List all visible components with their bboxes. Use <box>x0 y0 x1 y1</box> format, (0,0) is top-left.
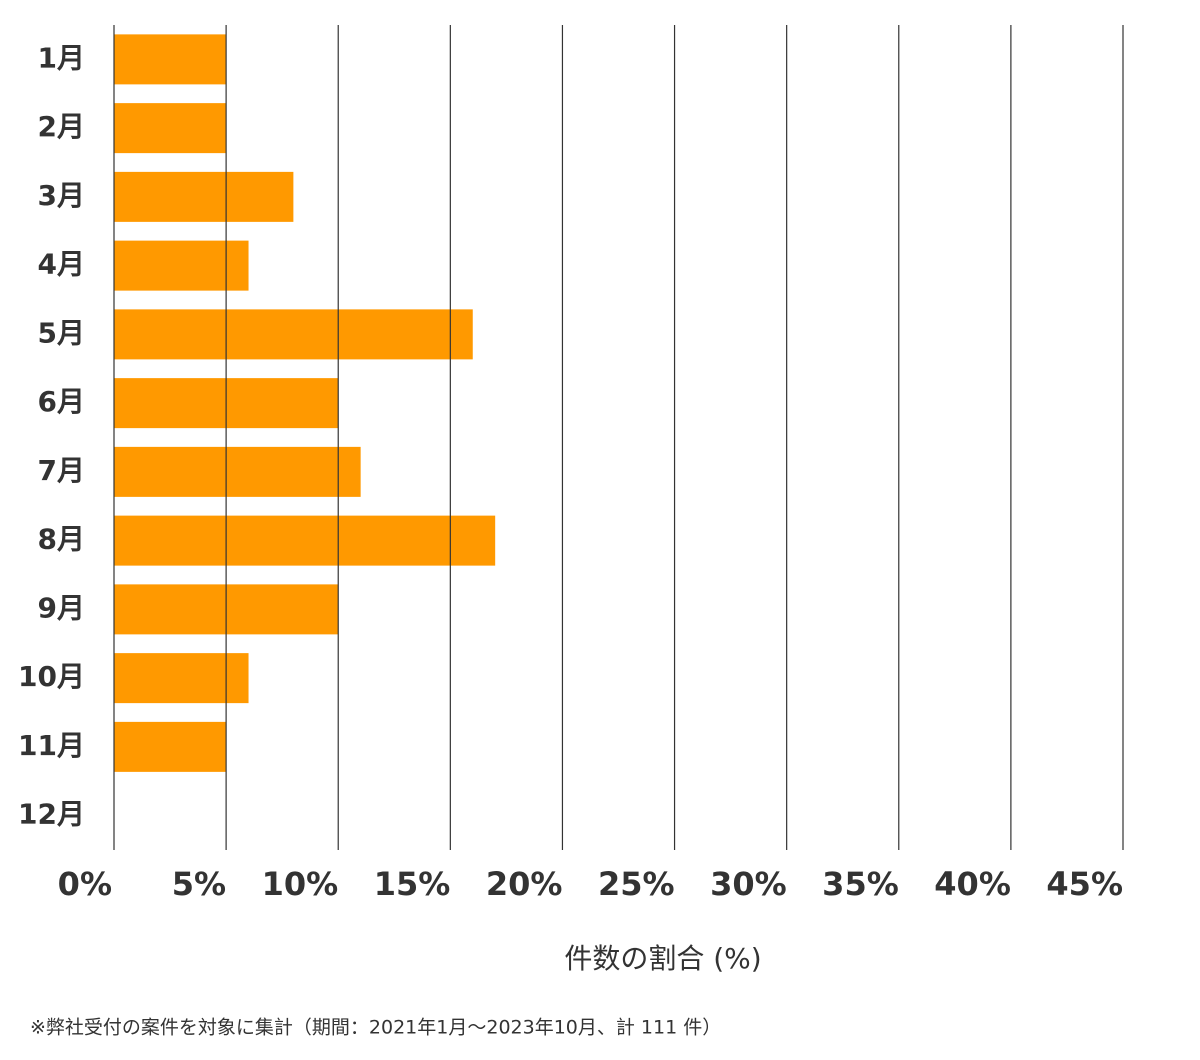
y-tick-label: 9月 <box>38 591 85 624</box>
y-tick-label: 2月 <box>38 110 85 143</box>
x-tick-label: 15% <box>374 865 451 903</box>
y-tick-label: 4月 <box>38 248 85 281</box>
y-tick-label: 1月 <box>38 41 85 74</box>
x-tick-label: 0% <box>58 865 112 903</box>
y-tick-label: 11月 <box>18 729 85 762</box>
y-tick-label: 6月 <box>38 385 85 418</box>
x-tick-label: 45% <box>1046 865 1123 903</box>
bar <box>114 446 361 497</box>
bar <box>114 721 227 772</box>
bar <box>114 653 249 704</box>
bar <box>114 240 249 291</box>
x-tick-label: 40% <box>934 865 1011 903</box>
x-tick-label: 10% <box>262 865 339 903</box>
x-tick-label: 20% <box>486 865 563 903</box>
x-tick-label: 35% <box>822 865 899 903</box>
bar <box>114 515 496 566</box>
bar <box>114 103 227 154</box>
x-tick-label: 25% <box>598 865 675 903</box>
y-tick-label: 10月 <box>18 660 85 693</box>
x-tick-label: 30% <box>710 865 787 903</box>
y-tick-label: 5月 <box>38 316 85 349</box>
x-axis-title: 件数の割合 (%) <box>564 942 761 975</box>
y-tick-label: 3月 <box>38 179 85 212</box>
bar <box>114 309 473 360</box>
bar <box>114 171 294 222</box>
y-tick-label: 12月 <box>18 798 85 831</box>
footnote: ※弊社受付の案件を対象に集計（期間：2021年1月～2023年10月、計 111… <box>30 1017 721 1039</box>
bar <box>114 34 227 85</box>
y-tick-label: 7月 <box>38 454 85 487</box>
x-tick-label: 5% <box>172 865 226 903</box>
y-tick-label: 8月 <box>38 523 85 556</box>
